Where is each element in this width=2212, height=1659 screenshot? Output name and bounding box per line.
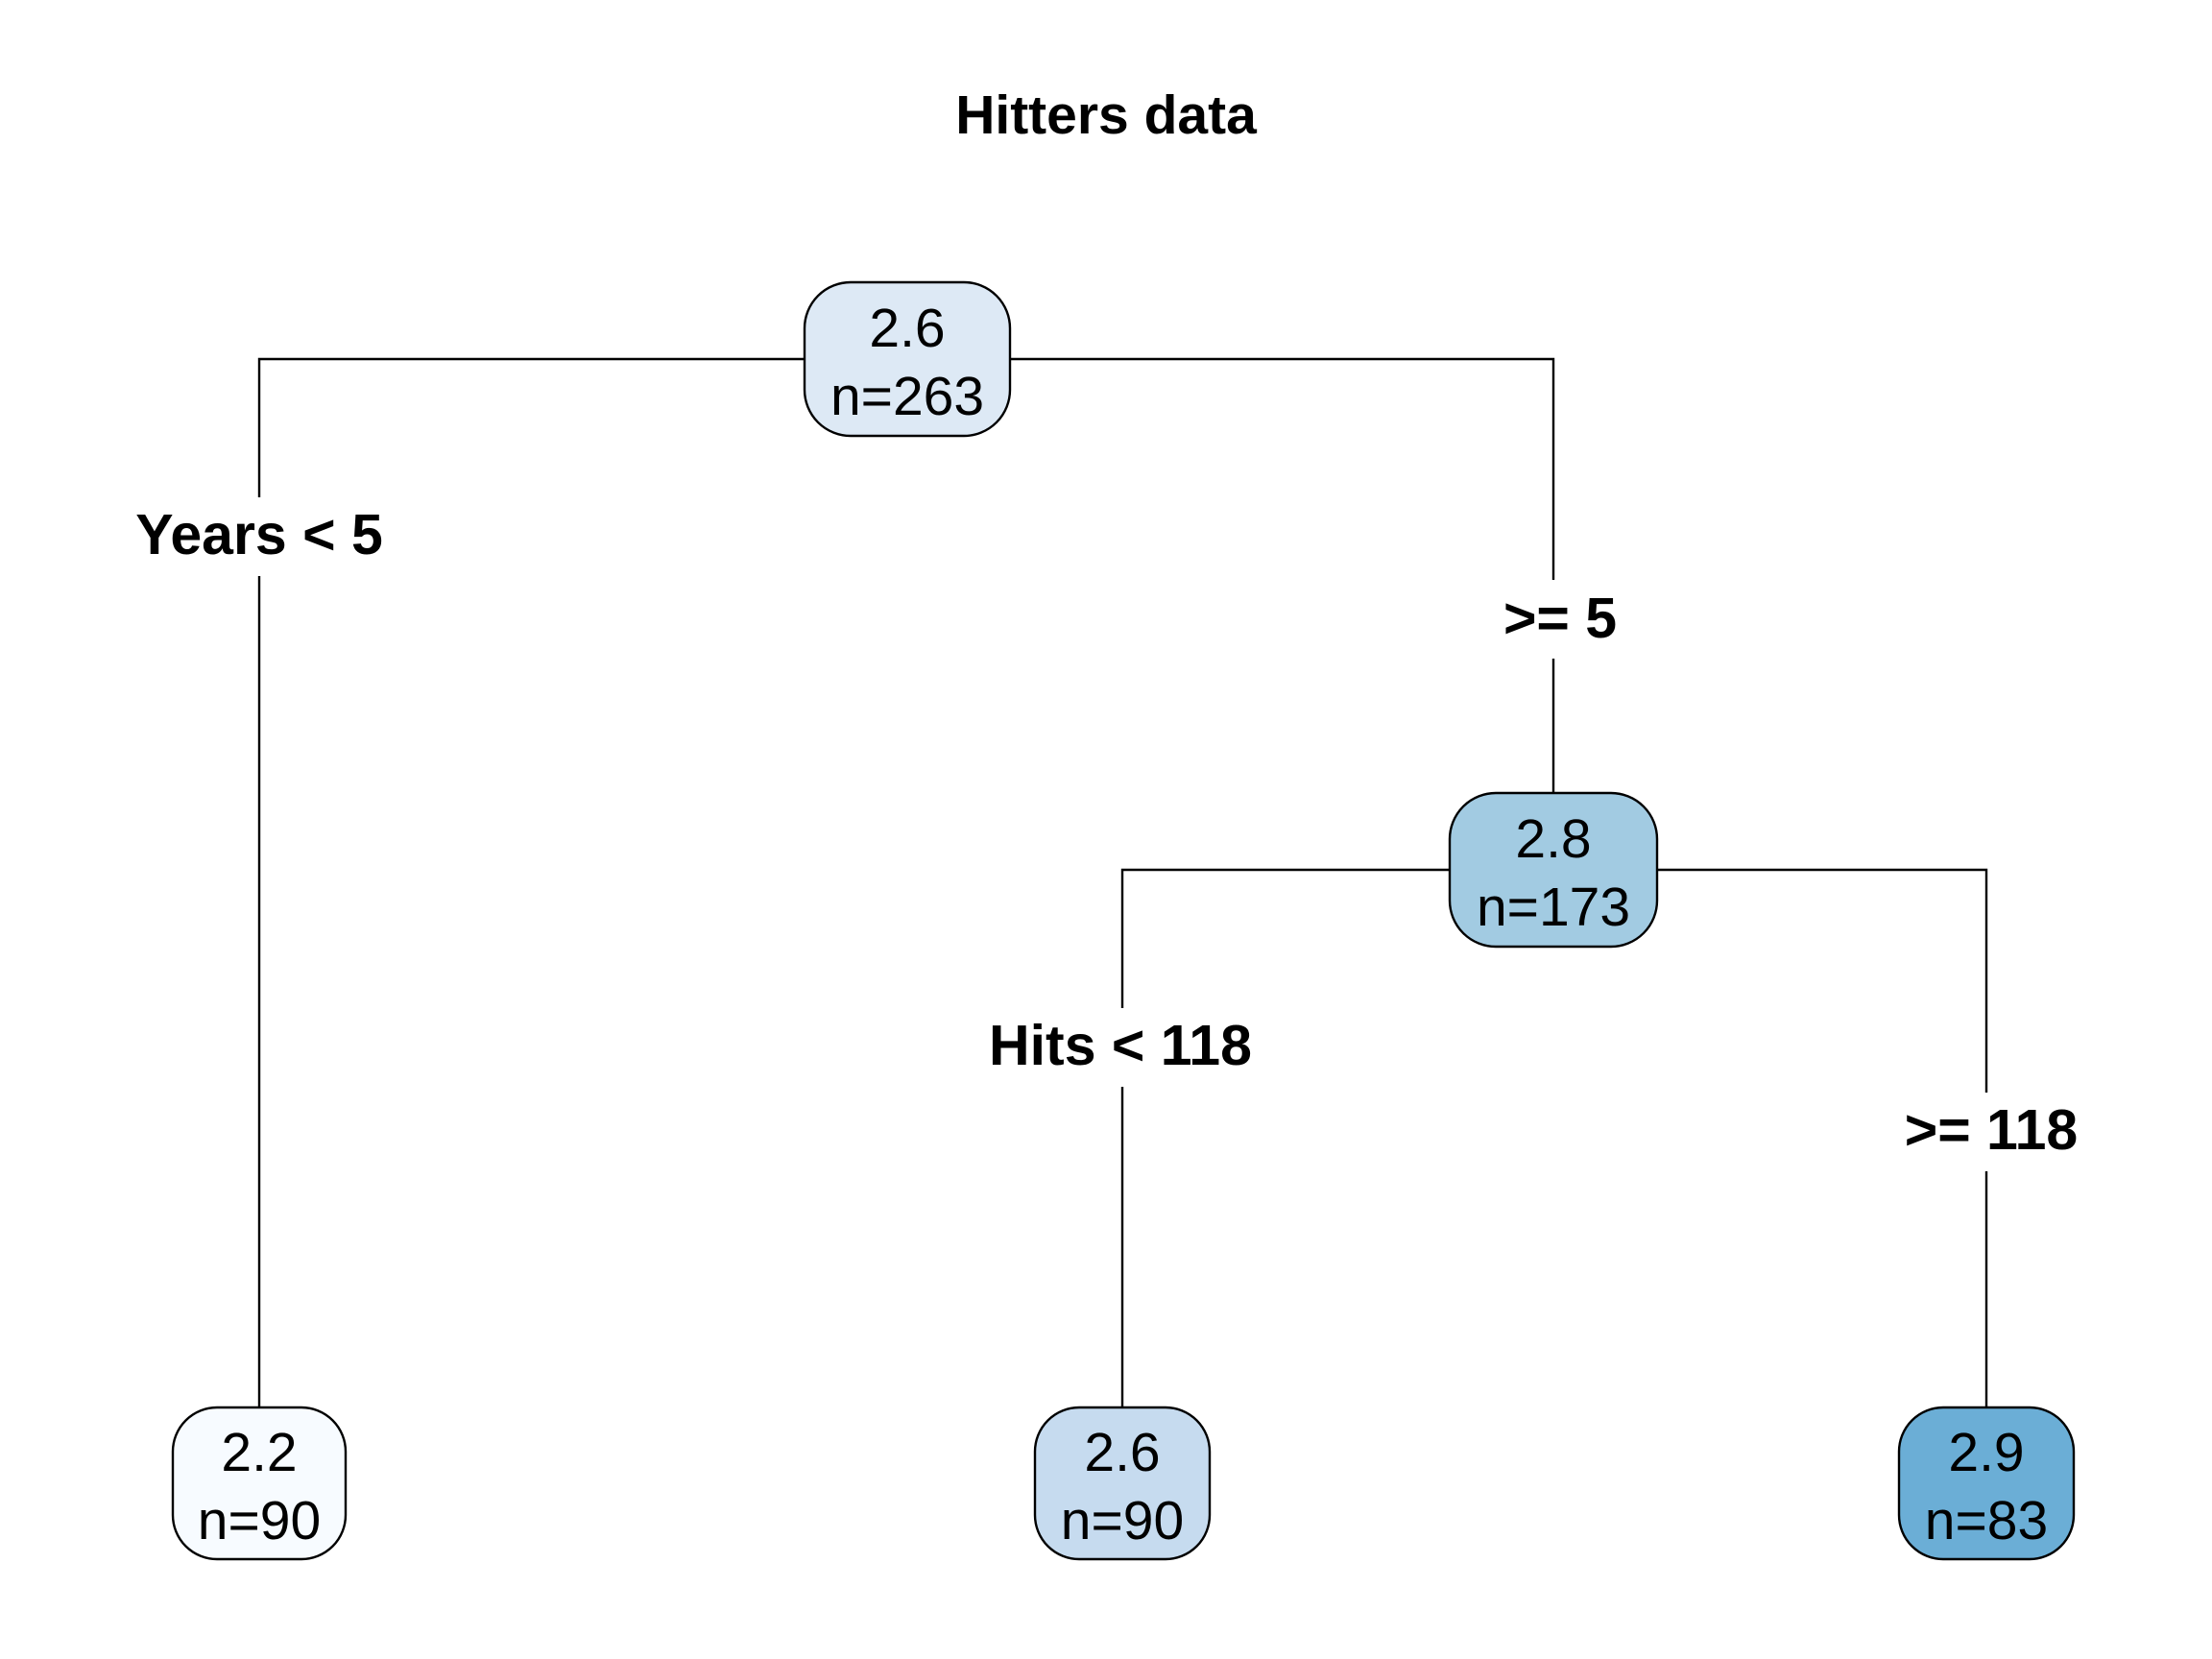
leaf-right: 2.9 n=83 bbox=[1897, 1406, 2076, 1561]
split-label-years-less-5: Years < 5 bbox=[135, 503, 383, 566]
node-root-box bbox=[803, 280, 1012, 438]
leaf-right-box bbox=[1897, 1406, 2076, 1561]
leaf-middle-box bbox=[1033, 1406, 1212, 1561]
split-label-bg-years-ge bbox=[1479, 580, 1632, 659]
chart-title: Hitters data bbox=[955, 84, 1258, 146]
edge-root-to-leaf-left bbox=[257, 357, 805, 1407]
node-right: 2.8 n=173 bbox=[1448, 791, 1659, 949]
split-label-bg-hits bbox=[970, 1008, 1275, 1087]
split-label-hits-less-118: Hits < 118 bbox=[989, 1014, 1252, 1077]
node-root: 2.6 n=263 bbox=[803, 280, 1012, 438]
split-label-bg-hits-ge bbox=[1889, 1093, 2091, 1171]
edge-right-to-leaf-middle bbox=[1120, 868, 1450, 1407]
leaf-left: 2.2 n=90 bbox=[171, 1406, 348, 1561]
leaf-left-box bbox=[171, 1406, 348, 1561]
node-root-value: 2.6 bbox=[869, 298, 945, 359]
leaf-right-value: 2.9 bbox=[1948, 1422, 2024, 1483]
edge-right-to-leaf-right bbox=[1657, 868, 1988, 1407]
split-label-hits-ge-118: >= 118 bbox=[1905, 1098, 2079, 1162]
leaf-left-count: n=90 bbox=[198, 1490, 321, 1551]
split-label-bg-years bbox=[115, 497, 403, 576]
leaf-right-count: n=83 bbox=[1925, 1490, 2048, 1551]
edge-root-to-right bbox=[1010, 357, 1555, 793]
leaf-middle: 2.6 n=90 bbox=[1033, 1406, 1212, 1561]
node-right-count: n=173 bbox=[1477, 877, 1630, 938]
leaf-left-value: 2.2 bbox=[221, 1422, 297, 1483]
leaf-middle-count: n=90 bbox=[1061, 1490, 1184, 1551]
node-right-value: 2.8 bbox=[1515, 808, 1591, 870]
node-right-box bbox=[1448, 791, 1659, 949]
leaf-middle-value: 2.6 bbox=[1084, 1422, 1160, 1483]
split-label-years-ge-5: >= 5 bbox=[1503, 587, 1617, 650]
node-root-count: n=263 bbox=[830, 366, 984, 427]
